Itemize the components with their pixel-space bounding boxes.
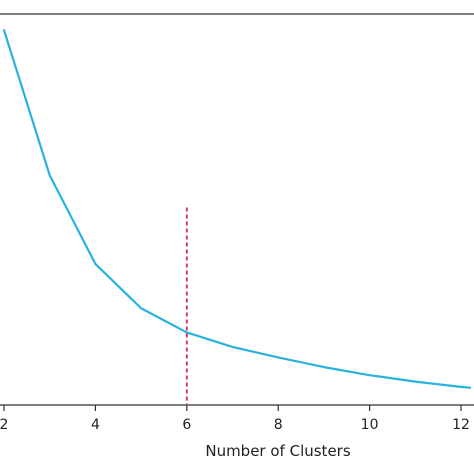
x-tick-label-12: 12: [452, 417, 470, 433]
series-line-0: [2, 29, 472, 389]
x-tick-label-2: 2: [0, 417, 8, 433]
series-layer: [2, 29, 472, 389]
x-tick-label-8: 8: [274, 417, 283, 433]
x-tick-label-10: 10: [361, 417, 379, 433]
x-axis-ticks: 2 4 6 8 10 12: [0, 405, 470, 433]
x-tick-label-6: 6: [182, 417, 191, 433]
x-axis-label: Number of Clusters: [205, 442, 350, 460]
x-tick-label-4: 4: [91, 417, 100, 433]
